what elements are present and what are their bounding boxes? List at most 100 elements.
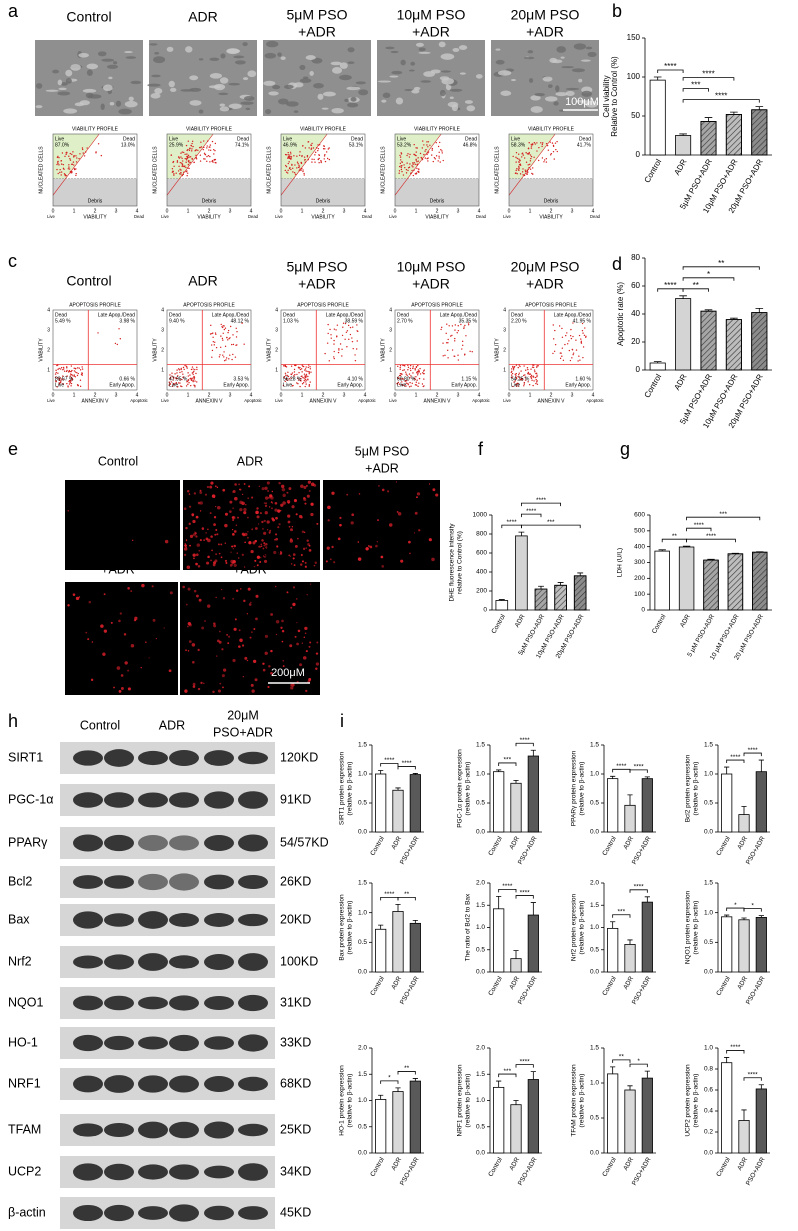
- plot-frame: [280, 309, 366, 391]
- fluorescence-spot: [87, 638, 90, 641]
- event-dot: [400, 165, 402, 167]
- fluorescence-spot: [310, 502, 314, 506]
- event-dot: [572, 335, 574, 338]
- fluorescence-spot: [206, 485, 210, 489]
- event-dot: [287, 169, 289, 172]
- event-dot: [412, 174, 415, 177]
- x-tick-label: ADR: [622, 975, 635, 991]
- y-tick-label: 0: [636, 150, 641, 159]
- fluorescence-spot: [184, 544, 187, 547]
- event-dot: [287, 371, 289, 373]
- event-dot: [188, 162, 190, 164]
- y-tick-label: 0.0: [358, 969, 367, 976]
- event-dot: [307, 375, 309, 378]
- x-tick-label: 1: [415, 392, 418, 398]
- event-dot: [295, 364, 297, 366]
- event-dot: [290, 377, 292, 379]
- fluorescence-spot: [198, 549, 201, 552]
- event-dot: [315, 147, 318, 149]
- event-dot: [66, 382, 68, 385]
- blot-band: [204, 750, 234, 766]
- event-dot: [511, 372, 514, 375]
- cell: [233, 55, 245, 59]
- x-tick-label: ADR: [736, 975, 749, 991]
- blot-band: [204, 1121, 234, 1139]
- y-tick-label: 0.0: [476, 829, 485, 836]
- event-dot: [535, 382, 537, 385]
- event-dot: [58, 383, 61, 385]
- region-value: 74.1%: [235, 142, 250, 148]
- event-dot: [301, 145, 304, 147]
- fluorescence-spot: [378, 485, 380, 487]
- fluorescence-spot: [308, 645, 311, 648]
- event-dot: [412, 162, 414, 164]
- event-dot: [183, 171, 185, 173]
- fluorescence-spot: [182, 585, 185, 589]
- event-dot: [577, 360, 579, 362]
- significance-bracket: [629, 889, 648, 893]
- plot-frame: [280, 133, 366, 207]
- event-dot: [301, 155, 303, 158]
- x-tick-label: Control: [715, 975, 732, 997]
- cell: [263, 80, 276, 86]
- event-dot: [186, 380, 189, 382]
- panel-letter: h: [8, 711, 18, 731]
- event-dot: [75, 168, 77, 170]
- plot-frame: [166, 309, 252, 391]
- quadrant-label: Late Apop./Dead: [554, 312, 591, 318]
- event-dot: [187, 167, 189, 169]
- protein-label: β-actin: [8, 1205, 46, 1219]
- fluorescence-spot: [205, 532, 207, 534]
- event-dot: [403, 385, 406, 387]
- event-dot: [568, 340, 570, 342]
- cell: [339, 62, 348, 69]
- fluorescence-spot: [244, 656, 248, 660]
- event-dot: [511, 374, 513, 376]
- error-bar: [610, 1066, 616, 1074]
- x-tick-label: 4: [364, 392, 367, 398]
- event-dot: [97, 143, 100, 145]
- event-dot: [284, 365, 287, 368]
- event-dot: [62, 368, 64, 371]
- fluorescence-spot: [339, 523, 342, 527]
- bar: [527, 755, 539, 833]
- event-dot: [552, 352, 554, 355]
- event-dot: [232, 334, 234, 336]
- fluorescence-spot: [333, 561, 336, 564]
- significance-label: ****: [730, 754, 741, 761]
- fluorescence-spot: [303, 531, 306, 534]
- region-label: Live: [55, 136, 64, 142]
- event-dot: [59, 381, 61, 384]
- event-dot: [344, 322, 347, 325]
- event-dot: [525, 161, 528, 163]
- fluorescence-spot: [239, 638, 243, 643]
- y-tick-label: 1.5: [590, 902, 599, 909]
- event-dot: [56, 364, 58, 367]
- fluorescence-spot: [130, 590, 133, 593]
- x-end-label: Live: [389, 398, 397, 403]
- bar: [649, 79, 666, 156]
- event-dot: [59, 171, 61, 174]
- x-tick-label: Control: [601, 975, 618, 997]
- cell: [189, 75, 199, 81]
- event-dot: [405, 385, 407, 387]
- cell: [268, 91, 279, 96]
- event-dot: [324, 160, 327, 163]
- event-dot: [82, 152, 84, 154]
- x-tick-label: 0: [394, 392, 397, 398]
- event-dot: [57, 155, 59, 158]
- fluorescence-spot: [163, 627, 165, 629]
- fluorescence-spot: [255, 617, 258, 621]
- fluorescence-spot: [243, 507, 247, 512]
- significance-label: ***: [618, 908, 626, 915]
- fluorescence-spot: [304, 626, 308, 631]
- event-dot: [515, 152, 518, 154]
- event-dot: [534, 143, 536, 145]
- event-dot: [519, 365, 521, 368]
- fluorescence-spot: [217, 689, 221, 693]
- event-dot: [241, 322, 243, 324]
- event-dot: [184, 153, 186, 155]
- fluorescence-spot: [259, 560, 262, 563]
- fluorescence-spot: [120, 674, 124, 677]
- quadrant-label: Late Apop./Dead: [440, 312, 477, 318]
